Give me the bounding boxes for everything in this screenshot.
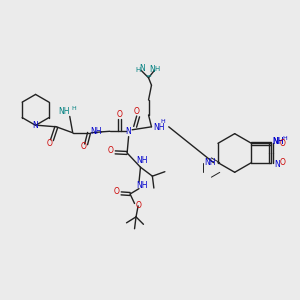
- Text: H: H: [71, 106, 76, 112]
- Text: O: O: [80, 142, 86, 151]
- Text: NH: NH: [136, 156, 148, 165]
- Text: N: N: [33, 121, 38, 130]
- Text: NH: NH: [58, 106, 70, 116]
- Text: NH: NH: [204, 158, 215, 166]
- Text: N: N: [149, 65, 155, 74]
- Text: NH: NH: [153, 123, 164, 132]
- Text: NH: NH: [136, 181, 148, 190]
- Text: O: O: [280, 139, 286, 148]
- Text: O: O: [47, 139, 53, 148]
- Text: H: H: [283, 136, 287, 141]
- Text: =: =: [146, 73, 152, 79]
- Text: NH: NH: [272, 137, 284, 146]
- Text: N: N: [126, 127, 131, 136]
- Text: H: H: [155, 66, 160, 72]
- Text: O: O: [134, 107, 140, 116]
- Text: O: O: [117, 110, 122, 119]
- Text: NH: NH: [91, 127, 102, 136]
- Text: N: N: [274, 160, 280, 169]
- Text: N: N: [140, 64, 146, 74]
- Text: NH: NH: [272, 137, 284, 146]
- Text: O: O: [280, 158, 286, 167]
- Text: H: H: [136, 67, 141, 73]
- Text: O: O: [114, 187, 120, 196]
- Text: O: O: [108, 146, 114, 154]
- Text: O: O: [136, 201, 142, 210]
- Text: H: H: [160, 119, 165, 124]
